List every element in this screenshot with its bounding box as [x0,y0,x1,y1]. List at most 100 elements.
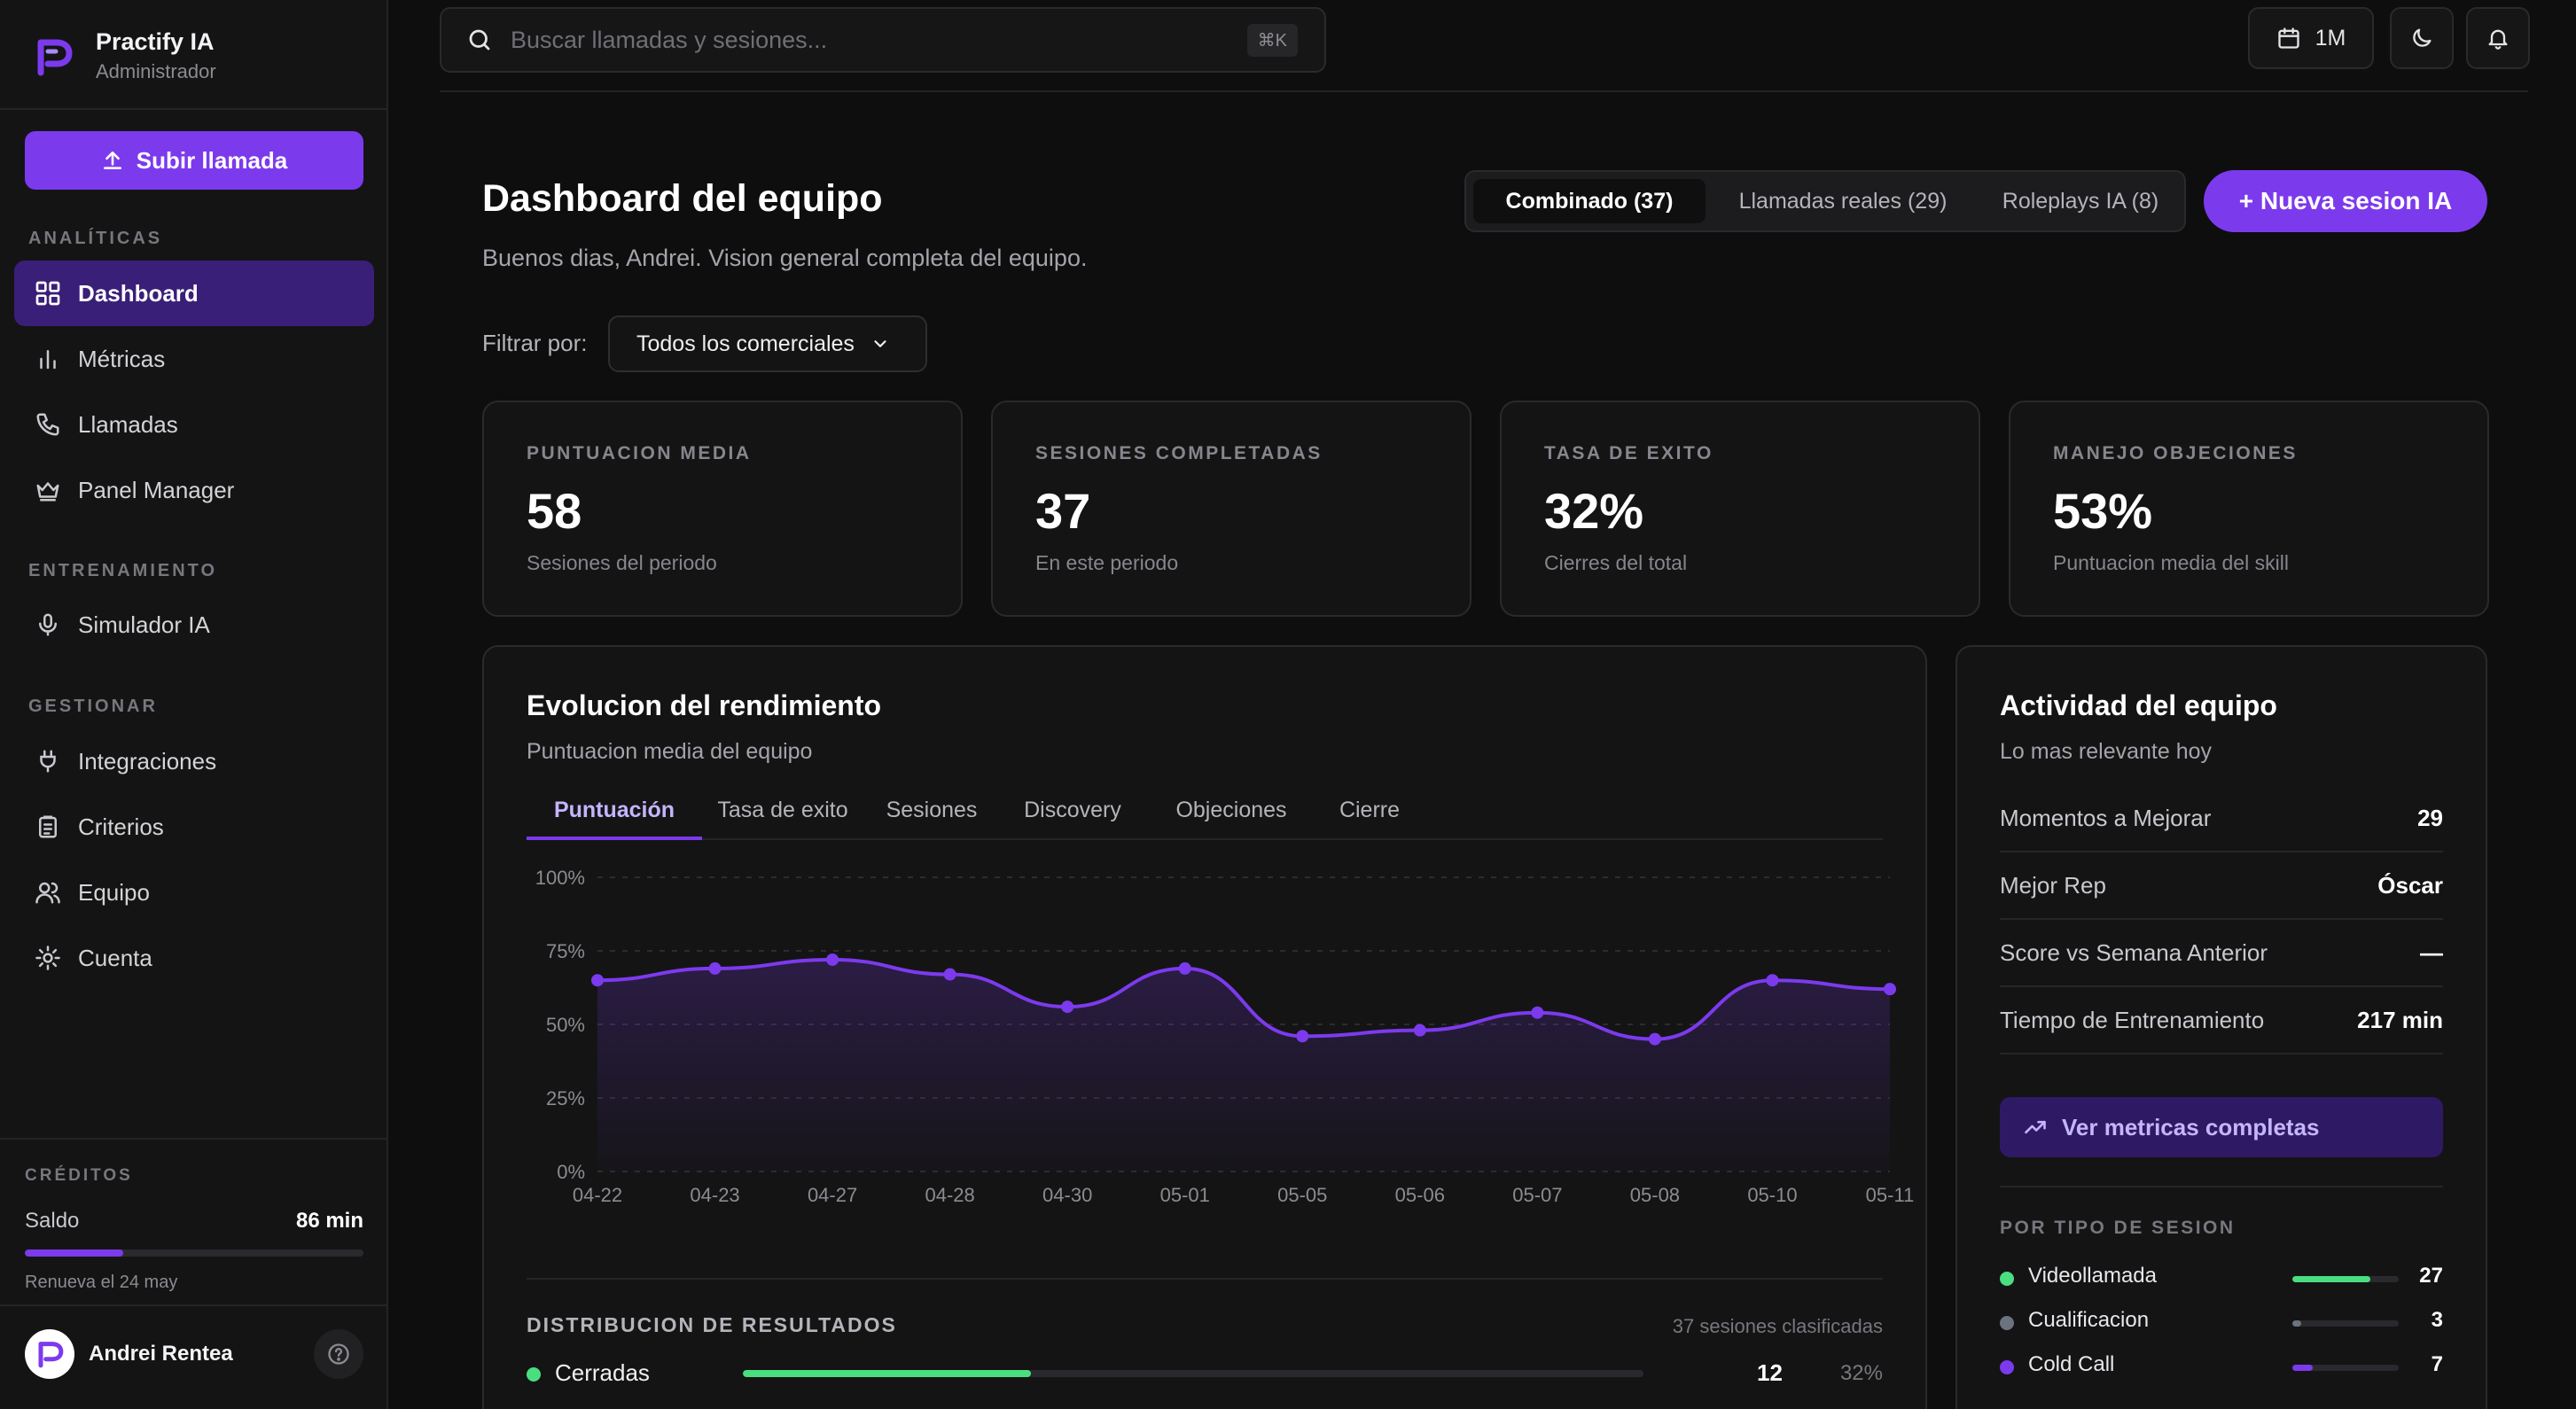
session-type-count: 27 [2419,1264,2443,1288]
view-full-metrics-button[interactable]: Ver metricas completas [2000,1097,2443,1157]
sidebar-item-equipo[interactable]: Equipo [14,860,374,925]
bell-icon [2488,29,2508,50]
stat-card-puntuacion-media: PUNTUACION MEDIA 58 Sesiones del periodo [482,401,963,617]
segment-combinado[interactable]: Combinado (37) [1473,179,1706,223]
sales-rep-filter-select[interactable]: Todos los comerciales [608,315,927,372]
tab-discovery[interactable]: Discovery [1024,798,1121,822]
session-type-row-videollamada: Videollamada 27 [2000,1262,2443,1294]
filter-label: Filtrar por: [482,330,588,356]
sidebar-item-panel-manager[interactable]: Panel Manager [14,457,374,523]
stat-sub: En este periodo [1035,551,1179,574]
tab-sesiones[interactable]: Sesiones [886,798,978,822]
data-point [1531,1006,1544,1019]
sidebar-item-integraciones[interactable]: Integraciones [14,728,374,794]
session-types-label: POR TIPO DE SESION [2000,1218,2236,1238]
credits-balance-label: Saldo [25,1209,80,1233]
x-tick-label: 05-11 [1866,1184,1915,1206]
stat-label: MANEJO OBJECIONES [2053,443,2298,463]
upload-icon [103,152,121,169]
filter-selected-value: Todos los comerciales [636,331,855,356]
topbar-divider [440,90,2528,92]
activity-divider [2000,1186,2443,1187]
plug-icon [30,743,66,779]
session-type-bar-fill [2292,1276,2370,1282]
distribution-bar-fill [743,1370,1032,1377]
activity-label: Score vs Semana Anterior [2000,938,2268,966]
activity-value: — [2420,938,2443,966]
stat-card-tasa-de-exito: TASA DE EXITO 32% Cierres del total [1500,401,1980,617]
sidebar-item-criterios[interactable]: Criterios [14,794,374,860]
sidebar-item-dashboard[interactable]: Dashboard [14,261,374,326]
x-tick-label: 05-08 [1630,1184,1680,1206]
section-label-analiticas: ANALÍTICAS [28,229,163,248]
activity-label: Momentos a Mejorar [2000,804,2212,831]
stat-card-sesiones-completadas: SESIONES COMPLETADAS 37 En este periodo [991,401,1471,617]
sidebar-item-label: Métricas [78,345,166,372]
stat-card-manejo-objeciones: MANEJO OBJECIONES 53% Puntuacion media d… [2009,401,2489,617]
user-profile[interactable]: Andrei Rentea [25,1327,363,1381]
session-type-bar [2292,1320,2399,1327]
stat-value: 58 [527,483,582,539]
help-button[interactable] [314,1329,363,1379]
data-point [1178,961,1191,975]
activity-value: Óscar [2377,871,2443,899]
status-dot [2000,1272,2014,1286]
session-type-bar-fill [2292,1320,2301,1327]
sidebar-divider [0,1304,388,1306]
period-label: 1M [2314,25,2346,51]
sidebar-item-llamadas[interactable]: Llamadas [14,392,374,457]
phone-icon [30,407,66,442]
activity-label: Mejor Rep [2000,871,2106,899]
search-input[interactable] [511,26,1247,54]
upload-call-button[interactable]: Subir llamada [25,131,363,190]
page-subtitle: Buenos dias, Andrei. Vision general comp… [482,245,1088,271]
brand[interactable]: Practify IA Administrador [25,28,379,85]
users-icon [30,875,66,910]
section-label-entrenamiento: ENTRENAMIENTO [28,561,218,580]
session-type-bar [2292,1276,2399,1282]
segment-roleplays-ia[interactable]: Roleplays IA (8) [2002,188,2159,214]
search-shortcut-badge: ⌘K [1246,23,1298,57]
search-bar[interactable]: ⌘K [440,7,1326,73]
stat-label: PUNTUACION MEDIA [527,443,752,463]
bar-chart-icon [30,341,66,377]
theme-toggle-button[interactable] [2390,7,2454,69]
y-tick-label: 50% [546,1014,585,1036]
activity-title: Actividad del equipo [2000,689,2277,721]
tab-puntuacion[interactable]: Puntuación [527,794,702,840]
series-area [597,959,1890,1172]
activity-row-mejor-rep: Mejor Rep Óscar [2000,852,2443,920]
brand-role: Administrador [96,60,216,82]
distribution-label: Cerradas [555,1359,650,1386]
data-point [1061,1000,1074,1014]
y-tick-label: 0% [557,1161,585,1183]
data-point [1884,983,1896,996]
sidebar-item-label: Cuenta [78,944,152,971]
notifications-button[interactable] [2466,7,2530,69]
x-tick-label: 04-30 [1042,1184,1092,1206]
tab-cierre[interactable]: Cierre [1339,798,1401,822]
sidebar-item-metricas[interactable]: Métricas [14,326,374,392]
segment-llamadas-reales[interactable]: Llamadas reales (29) [1738,188,1948,214]
distribution-bar [743,1370,1643,1377]
distribution-divider [527,1278,1883,1280]
sidebar-item-label: Dashboard [78,279,199,307]
tab-objeciones[interactable]: Objeciones [1175,798,1287,822]
sidebar-item-cuenta[interactable]: Cuenta [14,925,374,991]
data-point [1296,1030,1309,1043]
metric-tabs: Puntuación Tasa de exito Sesiones Discov… [527,794,1883,840]
y-tick-label: 25% [546,1087,585,1109]
period-selector-button[interactable]: 1M [2248,7,2374,69]
team-activity-card: Actividad del equipo Lo mas relevante ho… [1955,645,2487,1409]
stat-sub: Sesiones del periodo [527,551,717,574]
y-tick-label: 75% [546,940,585,962]
stat-value: 32% [1544,483,1644,539]
distribution-title: DISTRIBUCION DE RESULTADOS [527,1313,897,1336]
data-point [708,961,722,975]
tab-tasa-de-exito[interactable]: Tasa de exito [717,798,848,822]
performance-line-chart: 0% 25% 50% 75% 100% 04-22 04-23 04-27 04-28 04-30… [535,867,1915,1206]
new-ai-session-button[interactable]: + Nueva sesion IA [2204,170,2487,232]
sidebar-item-simulador-ia[interactable]: Simulador IA [14,592,374,658]
user-name: Andrei Rentea [89,1342,233,1366]
status-dot [527,1367,541,1382]
